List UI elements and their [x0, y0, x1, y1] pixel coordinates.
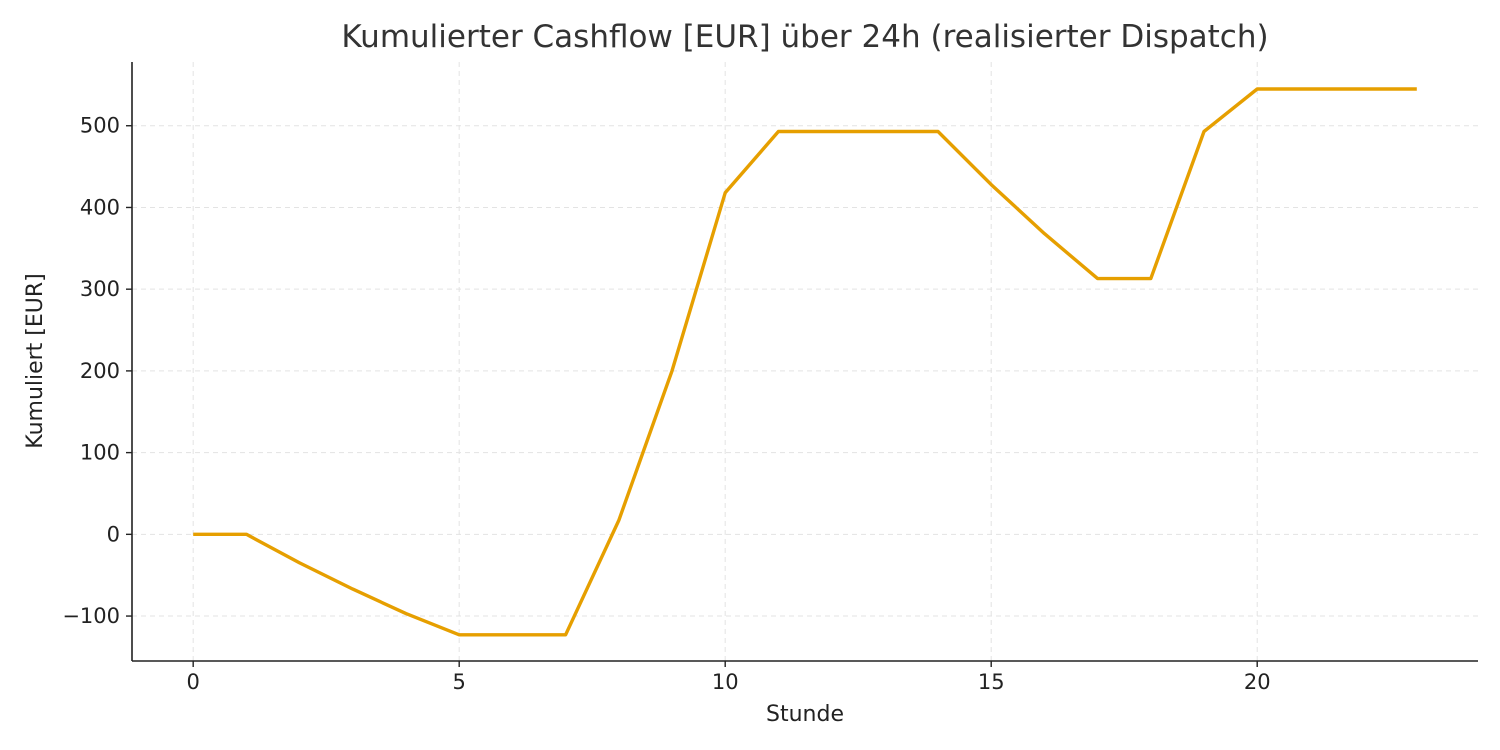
- y-tick-label: 400: [80, 195, 120, 219]
- x-tick-label: 20: [1244, 670, 1271, 694]
- y-tick-label: 0: [107, 522, 120, 546]
- y-axis-label: Kumuliert [EUR]: [23, 273, 48, 449]
- series-layer: [193, 87, 1417, 637]
- y-tick-label: 200: [80, 359, 120, 383]
- y-tick-label: −100: [62, 604, 120, 628]
- tick-labels: 0 5 10 15 20 −100 0 100 200 300 400 500: [62, 114, 1270, 694]
- x-tick-label: 5: [453, 670, 466, 694]
- chart-title: Kumulierter Cashflow [EUR] über 24h (rea…: [341, 19, 1268, 55]
- grid: [132, 62, 1478, 661]
- y-tick-label: 300: [80, 277, 120, 301]
- x-tick-label: 10: [712, 670, 739, 694]
- x-tick-label: 0: [186, 670, 199, 694]
- x-tick-label: 15: [978, 670, 1005, 694]
- axes: [131, 62, 1478, 662]
- x-axis-label: Stunde: [766, 702, 844, 727]
- series-line: [193, 87, 1417, 637]
- y-tick-label: 100: [80, 441, 120, 465]
- y-tick-label: 500: [80, 114, 120, 138]
